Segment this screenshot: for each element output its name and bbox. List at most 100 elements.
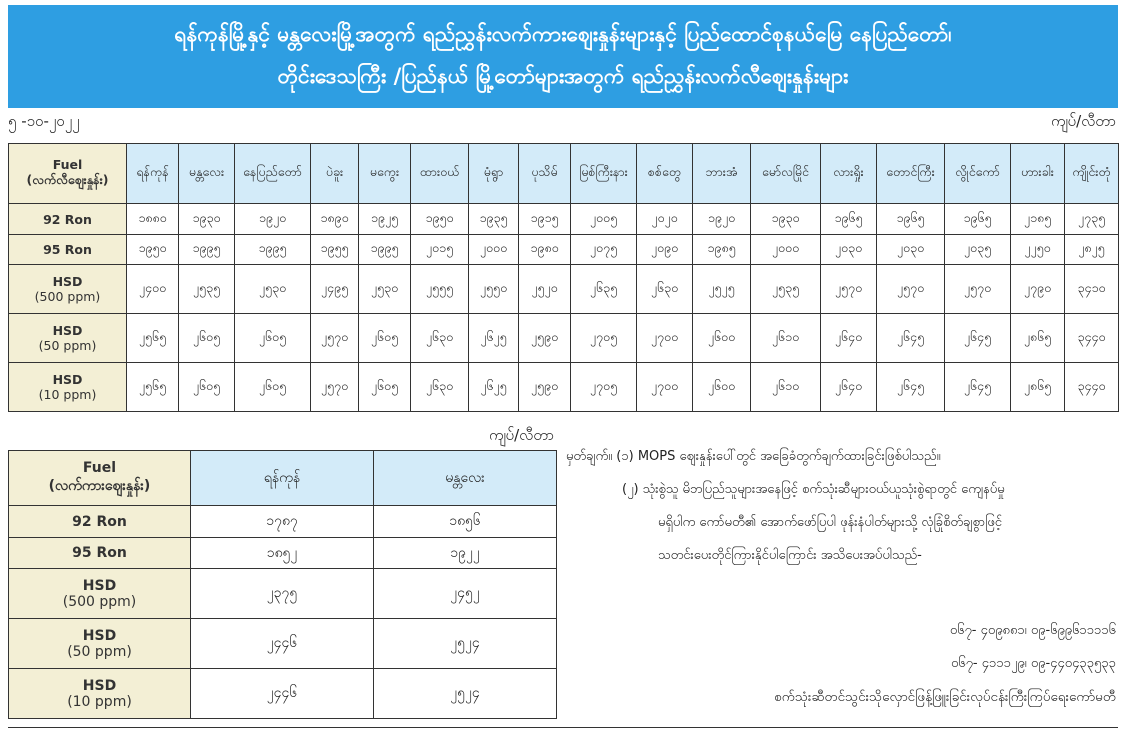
price-cell: ၂၆၀၅ bbox=[234, 313, 311, 363]
price-cell: ၂၈၂၅ bbox=[1064, 234, 1119, 265]
price-cell: ၂၄၅၂ bbox=[373, 568, 557, 619]
price-cell: ၂၆၃၀ bbox=[410, 362, 469, 412]
fuel-type-cell: HSD (500 ppm) bbox=[8, 568, 191, 619]
fuel-grade: (500 ppm) bbox=[34, 289, 101, 304]
city-header: ကျိုင်းတုံ bbox=[1064, 143, 1119, 204]
price-cell: ၂၅၂၄ bbox=[373, 618, 557, 669]
price-cell: ၂၆၄၅ bbox=[876, 362, 945, 412]
price-cell: ၁၉၆၅ bbox=[944, 203, 1011, 235]
price-cell: ၂၆၀၅ bbox=[234, 362, 311, 412]
price-cell: ၁၉၅၅ bbox=[310, 234, 359, 265]
city-header: မြစ်ကြီးနား bbox=[570, 143, 637, 204]
price-cell: ၂၅၃၀ bbox=[358, 264, 411, 314]
price-cell: ၂၆၁၀ bbox=[750, 313, 821, 363]
price-cell: ၂၄၄၆ bbox=[190, 618, 374, 669]
fuel-type: HSD bbox=[82, 677, 117, 694]
price-cell: ၂၀၂၀ bbox=[636, 203, 693, 235]
price-cell: ၂၆၀၅ bbox=[358, 362, 411, 412]
price-cell: ၁၉၈၀ bbox=[518, 234, 571, 265]
committee-name: စက်သုံးဆီတင်သွင်းသိုလှောင်ဖြန့်ဖြူးခြင်း… bbox=[774, 689, 1116, 705]
fuel-type: 95 Ron bbox=[43, 242, 92, 257]
price-cell: ၁၉၉၅ bbox=[358, 234, 411, 265]
fuel-header-label: Fuel bbox=[52, 156, 83, 172]
price-cell: ၁၉၈၅ bbox=[692, 234, 751, 265]
price-cell: ၂၇၀၅ bbox=[570, 313, 637, 363]
price-cell: ၂၆၄၀ bbox=[820, 362, 877, 412]
price-cell: ၂၆၂၅ bbox=[468, 362, 519, 412]
price-cell: ၁၈၈၀ bbox=[126, 203, 179, 235]
table-row: HSD (10 ppm) ၂၄၄၆ ၂၅၂၄ bbox=[8, 668, 557, 719]
price-cell: ၂၀၃၅ bbox=[944, 234, 1011, 265]
price-cell: ၂၆၀၅ bbox=[178, 313, 235, 363]
price-cell: ၂၅၂၅ bbox=[692, 264, 751, 314]
table-row: HSD (50 ppm) ၂၅၆၅ ၂၆၀၅ ၂၆၀၅ ၂၅၇၀ ၂၆၀၅ ၂၆၃၀ ၂၆၂၅၂… bbox=[8, 313, 1119, 363]
price-cell: ၁၈၅၆ bbox=[373, 505, 557, 538]
city-header: လွိုင်ကော် bbox=[944, 143, 1011, 204]
city-header: လားရှိုး bbox=[820, 143, 877, 204]
price-cell: ၁၉၁၅ bbox=[518, 203, 571, 235]
city-header: ရန်ကုန် bbox=[190, 450, 374, 506]
price-cell: ၂၀၁၅ bbox=[410, 234, 469, 265]
price-cell: ၂၆၄၅ bbox=[944, 313, 1011, 363]
price-cell: ၂၇၀၀ bbox=[636, 313, 693, 363]
fuel-type: HSD bbox=[82, 577, 117, 594]
price-cell: ၂၁၈၅ bbox=[1010, 203, 1065, 235]
price-cell: ၂၀၀၀ bbox=[750, 234, 821, 265]
fuel-grade: (10 ppm) bbox=[38, 387, 97, 402]
table-row: HSD (500 ppm) ၂၃၇၅ ၂၄၅၂ bbox=[8, 568, 557, 619]
price-cell: ၂၅၇၀ bbox=[820, 264, 877, 314]
city-header: တောင်ကြီး bbox=[876, 143, 945, 204]
table-row: HSD (10 ppm) ၂၅၆၅ ၂၆၀၅ ၂၆၀၅ ၂၅၇၀ ၂၆၀၅ ၂၆၃၀ ၂၆၂၅၂… bbox=[8, 362, 1119, 412]
fuel-type-cell: HSD (10 ppm) bbox=[8, 362, 127, 412]
retail-price-table: Fuel (လက်လီဈေးနှုန်း) ရန်ကုန် မန္တလေး နေပြည… bbox=[8, 143, 1119, 412]
fuel-grade: (50 ppm) bbox=[67, 643, 132, 660]
note-2-line-2: မရှိပါက ကော်မတီ၏ အောက်ဖော်ပြပါ ဖုန်းနံပါ… bbox=[658, 515, 1002, 530]
fuel-type: HSD bbox=[82, 627, 117, 644]
price-cell: ၂၂၅၀ bbox=[1010, 234, 1065, 265]
wholesale-price-table: Fuel (လက်ကားဈေးနှုန်း) ရန်ကုန် မန္တလေး 92 … bbox=[8, 450, 557, 719]
fuel-type: 92 Ron bbox=[72, 513, 127, 530]
table-row: 92 Ron ၁၇၈၇ ၁၈၅၆ bbox=[8, 505, 557, 538]
note-1: မှတ်ချက်။ (၁) MOPS ဈေးနှုန်းပေါ်တွင် အခြ… bbox=[566, 449, 941, 464]
price-cell: ၁၇၈၇ bbox=[190, 505, 374, 538]
price-cell: ၂၄၄၆ bbox=[190, 668, 374, 719]
city-header: ထားဝယ် bbox=[410, 143, 469, 204]
price-cell: ၂၆၃၀ bbox=[410, 313, 469, 363]
fuel-type-cell: 95 Ron bbox=[8, 234, 127, 265]
price-cell: ၂၅၃၅ bbox=[178, 264, 235, 314]
price-cell: ၂၅၂၀ bbox=[518, 264, 571, 314]
price-cell: ၂၅၇၀ bbox=[876, 264, 945, 314]
price-cell: ၁၉၅၀ bbox=[410, 203, 469, 235]
fuel-type-cell: 95 Ron bbox=[8, 537, 191, 569]
price-cell: ၂၆၀၀ bbox=[692, 313, 751, 363]
price-cell: ၂၅၉၀ bbox=[518, 362, 571, 412]
price-cell: ၂၇၉၀ bbox=[1010, 264, 1065, 314]
table-row: 95 Ron ၁၈၅၂ ၁၉၂၂ bbox=[8, 537, 557, 569]
city-header: မော်လမြိုင် bbox=[750, 143, 821, 204]
price-cell: ၂၀၀၅ bbox=[570, 203, 637, 235]
price-cell: ၁၉၂၀ bbox=[234, 203, 311, 235]
price-cell: ၂၅၅၅ bbox=[410, 264, 469, 314]
title-banner: ရန်ကုန်မြို့နှင့် မန္တလေးမြို့အတွက် ရည်ည… bbox=[8, 5, 1118, 108]
price-cell: ၃၄၄၀ bbox=[1064, 362, 1119, 412]
fuel-type-cell: HSD (500 ppm) bbox=[8, 264, 127, 314]
price-cell: ၂၆၄၅ bbox=[876, 313, 945, 363]
price-cell: ၁၈၉၀ bbox=[310, 203, 359, 235]
price-cell: ၁၉၆၅ bbox=[820, 203, 877, 235]
title-line-1: ရန်ကုန်မြို့နှင့် မန္တလေးမြို့အတွက် ရည်ည… bbox=[174, 22, 952, 46]
phone-numbers-2: ၀၆၇- ၄၁၁၁၂၉၊ ၀၉-၄၄၀၄၃၃၅၃၃ bbox=[950, 656, 1116, 671]
price-cell: ၁၉၆၅ bbox=[876, 203, 945, 235]
city-header: ပုသိမ် bbox=[518, 143, 571, 204]
city-header: မန္တလေး bbox=[178, 143, 235, 204]
price-cell: ၂၅၉၀ bbox=[518, 313, 571, 363]
price-cell: ၂၆၄၀ bbox=[820, 313, 877, 363]
city-header: ပဲခူး bbox=[310, 143, 359, 204]
price-cell: ၂၇၀၀ bbox=[636, 362, 693, 412]
price-cell: ၂၀၀၀ bbox=[468, 234, 519, 265]
price-cell: ၂၆၃၅ bbox=[570, 264, 637, 314]
price-cell: ၂၀၃၀ bbox=[876, 234, 945, 265]
fuel-type: HSD bbox=[52, 372, 83, 387]
price-cell: ၂၆၀၀ bbox=[692, 362, 751, 412]
fuel-header: Fuel (လက်ကားဈေးနှုန်း) bbox=[8, 450, 191, 506]
notes: မှတ်ချက်။ (၁) MOPS ဈေးနှုန်းပေါ်တွင် အခြ… bbox=[566, 440, 1118, 572]
